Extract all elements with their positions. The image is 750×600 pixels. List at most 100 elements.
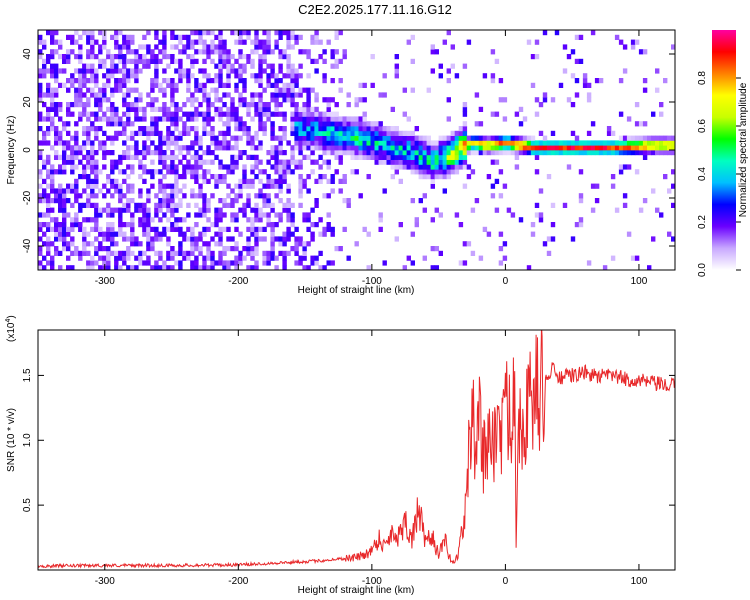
- spectrogram-cell: [86, 178, 91, 184]
- spectrogram-cell: [274, 82, 279, 88]
- spectrogram-cell: [194, 150, 199, 156]
- spectrogram-cell: [166, 63, 171, 69]
- spectrogram-cell: [98, 255, 103, 261]
- spectrogram-cell: [302, 49, 307, 55]
- spectrogram-cell: [194, 174, 199, 180]
- spectrogram-cell: [647, 140, 652, 146]
- spectrogram-cell: [667, 135, 672, 141]
- spectrogram-cell: [178, 260, 183, 266]
- spectrogram-cell: [266, 44, 271, 50]
- spectrogram-cell: [306, 212, 311, 218]
- spectrogram-cell: [446, 159, 451, 165]
- spectrogram-cell: [158, 135, 163, 141]
- spectrogram-cell: [422, 174, 427, 180]
- spectrogram-cell: [46, 68, 51, 74]
- spectrogram-cell: [614, 150, 620, 156]
- spectrogram-cell: [126, 34, 131, 40]
- spectrogram-cell: [178, 265, 183, 270]
- spectrogram-cell: [122, 78, 127, 84]
- spectrogram-cell: [234, 116, 239, 122]
- spectrogram-cell: [246, 130, 251, 136]
- spectrogram-cell: [222, 246, 227, 252]
- spectrogram-cell: [534, 111, 540, 117]
- spectrogram-cell: [626, 231, 632, 237]
- spectrogram-cell: [458, 164, 464, 170]
- spectrogram-cell: [202, 159, 207, 165]
- spectrogram-cell: [314, 58, 319, 64]
- spectrogram-cell: [651, 150, 656, 156]
- spectrogram-cell: [254, 164, 259, 170]
- spectrogram-cell: [550, 130, 556, 136]
- spectrogram-cell: [430, 174, 435, 180]
- spectrogram-cell: [102, 44, 107, 50]
- spectrogram-cell: [330, 260, 335, 266]
- spectrogram-cell: [458, 140, 464, 146]
- spectrogram-cell: [302, 130, 307, 136]
- spectrogram-cell: [338, 150, 343, 156]
- spectrogram-cell: [162, 193, 167, 199]
- spectrogram-cell: [198, 49, 203, 55]
- spectrogram-cell: [62, 159, 67, 165]
- spectrogram-cell: [126, 198, 131, 204]
- spectrogram-cell: [126, 121, 131, 127]
- spectrogram-cell: [490, 183, 496, 189]
- spectrogram-cell: [202, 255, 207, 261]
- spectrogram-cell: [118, 49, 123, 55]
- spectrogram-cell: [390, 135, 395, 141]
- spectrogram-cell: [418, 164, 423, 170]
- spectrogram-cell: [214, 78, 219, 84]
- spectrogram-cell: [310, 130, 315, 136]
- spectrogram-cell: [158, 106, 163, 112]
- spectrogram-cell: [534, 54, 540, 60]
- spectrogram-cell: [426, 140, 431, 146]
- spectrogram-cell: [438, 212, 443, 218]
- spectrogram-cell: [426, 87, 431, 93]
- spectrogram-cell: [90, 241, 95, 247]
- spectrogram-cell: [298, 106, 303, 112]
- spectrogram-cell: [190, 54, 195, 60]
- spectrogram-cell: [46, 212, 51, 218]
- spectrogram-cell: [130, 39, 135, 45]
- spectrogram-cell: [50, 241, 55, 247]
- spectrogram-cell: [54, 246, 59, 252]
- spectrogram-cell: [202, 39, 207, 45]
- spectrogram-cell: [330, 78, 335, 84]
- spectrogram-cell: [154, 260, 159, 266]
- spectrogram-cell: [138, 68, 143, 74]
- spectrogram-cell: [274, 159, 279, 165]
- spectrogram-cell: [110, 222, 115, 228]
- spectrogram-cell: [214, 49, 219, 55]
- spectrogram-cell: [234, 140, 239, 146]
- spectrogram-cell: [278, 169, 283, 175]
- spectrogram-cell: [214, 63, 219, 69]
- spectrogram-cell: [94, 212, 99, 218]
- spectrogram-cell: [146, 260, 151, 266]
- spectrogram-cell: [118, 250, 123, 256]
- spectrogram-cell: [270, 150, 275, 156]
- spectrogram-cell: [350, 116, 355, 122]
- spectrogram-cell: [110, 164, 115, 170]
- spectrogram-cell: [362, 82, 367, 88]
- spectrogram-cell: [70, 217, 75, 223]
- spectrogram-cell: [114, 241, 119, 247]
- spectrogram-cell: [262, 111, 267, 117]
- spectrogram-cell: [50, 102, 55, 108]
- spectrogram-cell: [586, 97, 592, 103]
- spectrogram-cell: [290, 73, 295, 79]
- spectrogram-cell: [238, 121, 243, 127]
- spectrogram-cell: [446, 68, 451, 74]
- spectrogram-cell: [218, 78, 223, 84]
- spectrogram-cell: [150, 217, 155, 223]
- spectrogram-cell: [202, 44, 207, 50]
- spectrogram-cell: [42, 265, 47, 270]
- spectrogram-cell: [462, 63, 468, 69]
- spectrogram-cell: [170, 169, 175, 175]
- spectrogram-cell: [663, 135, 668, 141]
- spectrogram-cell: [442, 154, 447, 160]
- spectrogram-cell: [278, 135, 283, 141]
- spectrogram-cell: [190, 260, 195, 266]
- spectrogram-cell: [390, 106, 395, 112]
- spectrogram-cell: [358, 116, 363, 122]
- spectrogram-cell: [206, 250, 211, 256]
- spectrogram-cell: [134, 68, 139, 74]
